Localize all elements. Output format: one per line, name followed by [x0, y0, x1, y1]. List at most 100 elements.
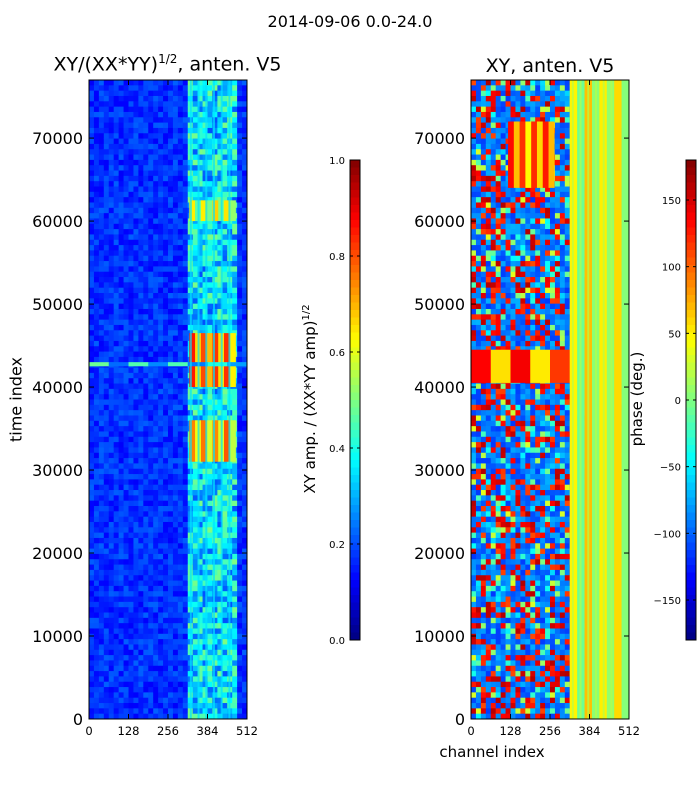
heatmap-cell	[128, 282, 134, 289]
heatmap-cell	[153, 458, 159, 464]
heatmap-cell	[222, 319, 228, 326]
heatmap-cell	[485, 569, 492, 576]
heatmap-cell	[510, 564, 516, 571]
heatmap-cell	[113, 468, 120, 475]
heatmap-cell	[500, 223, 506, 230]
heatmap-cell	[202, 490, 208, 496]
heatmap-cell	[153, 186, 159, 193]
heatmap-cell	[138, 543, 144, 550]
heatmap-cell	[133, 122, 139, 129]
heatmap-cell	[480, 484, 487, 491]
heatmap-cell	[500, 458, 506, 464]
heatmap-cell	[197, 399, 203, 406]
heatmap-cell	[143, 543, 149, 550]
heatmap-cell	[471, 671, 477, 677]
heatmap-cell	[133, 527, 139, 534]
heatmap-cell	[158, 388, 164, 395]
heatmap-cell	[202, 165, 208, 171]
heatmap-cell	[480, 537, 487, 544]
heatmap-cell	[89, 431, 95, 438]
heatmap-cell	[128, 90, 134, 97]
heatmap-cell	[232, 591, 238, 597]
heatmap-cell	[148, 506, 154, 512]
heatmap-cell	[113, 138, 120, 145]
heatmap-cell	[158, 207, 164, 214]
heatmap-cell	[98, 506, 105, 512]
heatmap-cell	[123, 324, 129, 331]
heatmap-cell	[500, 202, 506, 209]
heatmap-cell	[138, 80, 144, 86]
heatmap-cell	[103, 261, 110, 267]
heatmap-cell	[485, 202, 492, 209]
heatmap-cell	[207, 697, 213, 704]
heatmap-cell	[128, 660, 134, 667]
heatmap-cell	[113, 607, 120, 613]
heatmap-cell	[148, 575, 154, 581]
heatmap-cell	[510, 223, 516, 230]
heatmap-cell	[138, 282, 144, 289]
heatmap-cell	[500, 548, 506, 555]
heatmap-cell	[133, 324, 139, 331]
heatmap-cell	[242, 234, 248, 241]
heatmap-cell	[177, 346, 184, 352]
heatmap-cell	[103, 580, 110, 587]
heatmap-cell	[177, 175, 184, 182]
heatmap-cell	[133, 261, 139, 267]
heatmap-cell	[490, 660, 497, 667]
heatmap-cell	[89, 591, 95, 597]
heatmap-cell	[89, 506, 95, 512]
heatmap-cell	[103, 287, 110, 294]
heatmap-cell	[98, 319, 105, 326]
heatmap-cell	[148, 191, 154, 198]
heatmap-cell	[202, 495, 208, 502]
heatmap-cell	[192, 681, 199, 688]
heatmap-cell	[182, 282, 189, 289]
heatmap-cell	[480, 548, 487, 555]
heatmap-cell	[158, 415, 164, 422]
heatmap-cell	[158, 197, 164, 203]
heatmap-cell	[89, 681, 95, 688]
heatmap-cell	[222, 133, 228, 139]
heatmap-cell	[485, 591, 492, 597]
heatmap-cell	[505, 234, 511, 241]
heatmap-cell	[138, 681, 144, 688]
heatmap-cell	[505, 95, 511, 102]
heatmap-cell	[138, 559, 144, 565]
heatmap-cell	[177, 314, 184, 321]
heatmap-cell	[143, 245, 149, 251]
heatmap-cell	[242, 644, 248, 651]
heatmap-cell	[197, 692, 203, 699]
heatmap-cell	[495, 628, 502, 635]
heatmap-cell	[182, 596, 189, 603]
heatmap-cell	[202, 601, 208, 608]
heatmap-cell	[163, 692, 169, 699]
heatmap-cell	[138, 649, 144, 656]
heatmap-cell	[177, 527, 184, 534]
heatmap-cell	[475, 287, 482, 294]
heatmap-cell	[89, 474, 95, 480]
heatmap-cell	[93, 138, 100, 145]
heatmap-cell	[103, 671, 110, 677]
heatmap-cell	[153, 218, 159, 225]
heatmap-cell	[98, 458, 105, 464]
heatmap-cell	[163, 660, 169, 667]
heatmap-cell	[153, 484, 159, 491]
heatmap-cell	[143, 692, 149, 699]
heatmap-cell	[113, 703, 120, 709]
heatmap-cell	[93, 346, 100, 352]
heatmap-cell	[500, 282, 506, 289]
heatmap-cell	[480, 282, 487, 289]
heatmap-cell	[202, 111, 208, 118]
heatmap-cell	[153, 165, 159, 171]
heatmap-cell	[118, 394, 124, 400]
heatmap-cell	[143, 340, 149, 347]
heatmap-cell	[103, 623, 110, 629]
heatmap-cell	[128, 298, 134, 305]
heatmap-cell	[128, 591, 134, 597]
heatmap-cell	[212, 633, 218, 640]
heatmap-cell	[222, 388, 228, 395]
heatmap-cell	[212, 671, 218, 677]
heatmap-cell	[168, 591, 174, 597]
heatmap-cell	[182, 399, 189, 406]
heatmap-cell	[98, 612, 105, 619]
